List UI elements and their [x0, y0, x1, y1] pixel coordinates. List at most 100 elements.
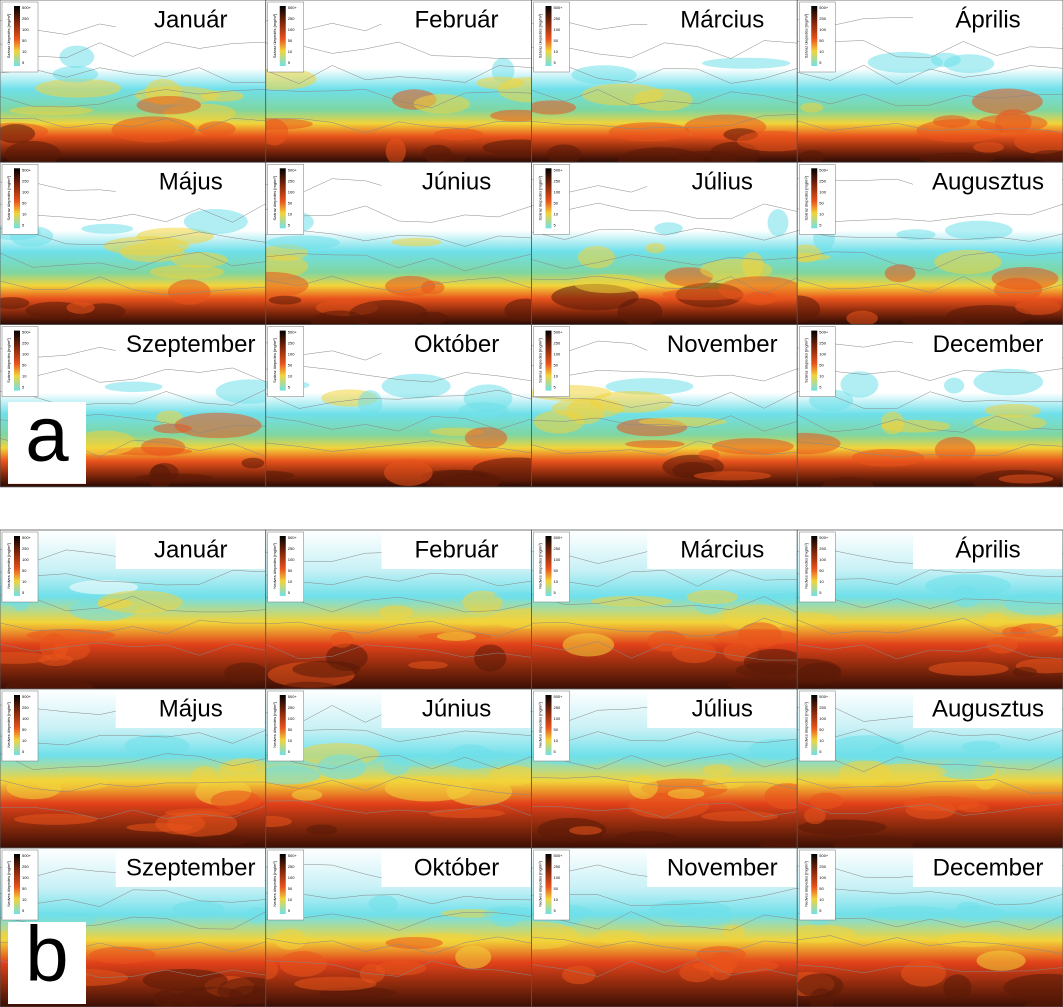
month-label: Február: [414, 6, 498, 33]
blob: [488, 765, 536, 785]
map-tile: ÁprilisSzáraz ülepedés [mg/m²]500+250100…: [797, 0, 1063, 164]
colorbar-tick: 250: [554, 178, 561, 183]
blob: [292, 789, 323, 800]
blob: [999, 474, 1054, 483]
colorbar-tick: 500+: [819, 330, 829, 335]
blob: [246, 907, 268, 924]
blob: [744, 649, 805, 675]
map-tile: AugusztusNedves ülepedés [mg/m²]500+2501…: [797, 689, 1063, 855]
month-label: Augusztus: [932, 169, 1044, 196]
colorbar: [14, 331, 20, 391]
month-label: Szeptember: [126, 854, 255, 881]
month-label: Március: [680, 6, 764, 33]
colorbar-tick: 10: [22, 374, 27, 379]
blob: [937, 933, 1005, 947]
colorbar-tick: 250: [819, 705, 826, 710]
blob: [718, 276, 802, 302]
colorbar-tick: 50: [554, 363, 559, 368]
colorbar-tick: 100: [288, 557, 295, 562]
blob: [973, 415, 1046, 431]
colorbar-tick: 50: [22, 727, 27, 732]
colorbar-tick: 500+: [288, 167, 298, 172]
colorbar-tick: 10: [554, 738, 559, 743]
colorbar-title: Száraz ülepedés [mg/m²]: [272, 14, 277, 58]
month-label: Augusztus: [932, 695, 1044, 722]
blob: [224, 662, 267, 683]
colorbar: [546, 6, 552, 66]
map-tile: FebruárNedves ülepedés [mg/m²]500+250100…: [266, 530, 568, 693]
colorbar-tick: 100: [554, 27, 561, 32]
colorbar-tick: 100: [288, 27, 295, 32]
map-tile: MárciusSzáraz ülepedés [mg/m²]500+250100…: [527, 0, 813, 175]
map-tile: JanuárNedves ülepedés [mg/m²]500+2501005…: [0, 530, 267, 696]
blob: [358, 390, 382, 416]
blob: [226, 763, 258, 772]
colorbar-tick: 250: [819, 864, 826, 869]
colorbar-title: Száraz ülepedés [mg/m²]: [538, 14, 543, 58]
colorbar-tick: 50: [288, 886, 293, 891]
blob: [7, 777, 62, 799]
colorbar-tick: 10: [819, 49, 824, 54]
panel: JanuárSzáraz ülepedés [mg/m²]500+2501005…: [0, 0, 1063, 497]
panel-label: a: [25, 390, 69, 478]
month-label: Február: [414, 536, 498, 563]
blob: [574, 274, 647, 293]
colorbar-tick: 500+: [554, 167, 564, 172]
colorbar: [280, 6, 286, 66]
colorbar: [14, 695, 20, 755]
blob: [448, 744, 493, 770]
blob: [39, 654, 73, 666]
blob: [1013, 667, 1037, 677]
colorbar-tick: 10: [554, 579, 559, 584]
blob: [124, 735, 189, 758]
colorbar-title: Nedves ülepedés [mg/m²]: [803, 702, 808, 748]
blob: [929, 662, 1009, 676]
blob: [274, 929, 307, 950]
colorbar-title: Nedves ülepedés [mg/m²]: [803, 861, 808, 907]
blob: [800, 150, 825, 163]
blob: [428, 809, 504, 819]
colorbar-tick: 100: [819, 27, 826, 32]
blob: [615, 831, 677, 844]
colorbar-tick: 50: [288, 200, 293, 205]
blob: [382, 374, 451, 399]
blob: [982, 612, 1007, 627]
colorbar-tick: 100: [288, 875, 295, 880]
colorbar-tick: 50: [22, 568, 27, 573]
colorbar: [280, 536, 286, 596]
colorbar-tick: 10: [819, 738, 824, 743]
blob: [629, 775, 658, 799]
colorbar-tick: 500+: [288, 694, 298, 699]
blob: [465, 427, 507, 449]
blob: [937, 761, 996, 780]
blob: [935, 437, 976, 463]
map-tile: JúniusNedves ülepedés [mg/m²]500+2501005…: [248, 689, 536, 848]
blob: [934, 250, 1001, 274]
colorbar-tick: 250: [288, 864, 295, 869]
month-label: Május: [159, 695, 223, 722]
colorbar-tick: 250: [554, 705, 561, 710]
blob: [571, 65, 636, 84]
blob: [647, 631, 687, 652]
blob: [59, 46, 94, 69]
colorbar-tick: 50: [554, 727, 559, 732]
blob: [727, 680, 804, 691]
blob: [702, 764, 732, 775]
blob: [137, 96, 201, 114]
colorbar-tick: 250: [22, 864, 29, 869]
colorbar: [811, 6, 817, 66]
blob: [141, 438, 186, 456]
blob: [53, 66, 99, 82]
blob: [98, 590, 183, 613]
blob: [738, 622, 782, 648]
blob: [944, 54, 994, 73]
colorbar-tick: 500+: [22, 330, 32, 335]
colorbar-tick: 500+: [554, 5, 564, 10]
map-tile: FebruárSzáraz ülepedés [mg/m²]500+250100…: [230, 0, 562, 165]
month-label: Szeptember: [126, 331, 255, 358]
colorbar-tick: 50: [22, 886, 27, 891]
blob: [384, 459, 433, 486]
blob: [702, 58, 790, 69]
